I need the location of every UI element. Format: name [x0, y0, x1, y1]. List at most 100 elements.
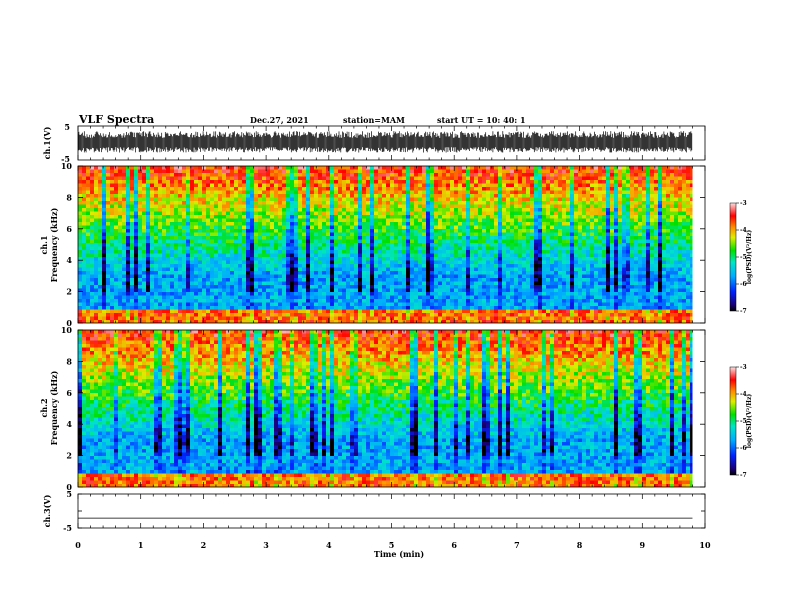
spectrogram-cell: [114, 191, 118, 195]
spectrogram-cell: [98, 201, 102, 205]
spectrogram-cell: [330, 250, 334, 254]
spectrogram-cell: [334, 310, 338, 314]
spectrogram-cell: [246, 208, 250, 212]
spectrogram-cell: [306, 271, 310, 275]
spectrogram-cell: [334, 303, 338, 307]
spectrogram-cell: [178, 208, 182, 212]
spectrogram-cell: [110, 313, 114, 317]
spectrogram-cell: [326, 233, 330, 237]
spectrogram-cell: [426, 170, 430, 174]
spectrogram-cell: [486, 177, 490, 181]
spectrogram-cell: [506, 191, 510, 195]
spectrogram-cell: [462, 243, 466, 247]
spectrogram-cell: [198, 313, 202, 317]
spectrogram-cell: [350, 177, 354, 181]
spectrogram-cell: [298, 285, 302, 289]
spectrogram-cell: [478, 250, 482, 254]
spectrogram-cell: [498, 177, 502, 181]
spectrogram-cell: [270, 177, 274, 181]
spectrogram-cell: [386, 184, 390, 188]
spectrogram-cell: [254, 222, 258, 226]
spectrogram-cell: [118, 254, 122, 258]
spectrogram-cell: [506, 226, 510, 230]
spectrogram-cell: [214, 229, 218, 233]
spectrogram-cell: [194, 166, 198, 170]
spectrogram-cell: [214, 177, 218, 181]
spectrogram-cell: [182, 208, 186, 212]
spectrogram-cell: [290, 317, 294, 321]
spectrogram-cell: [262, 310, 266, 314]
spectrogram-cell: [498, 212, 502, 216]
spectrogram-cell: [110, 198, 114, 202]
spectrogram-cell: [290, 306, 294, 310]
spectrogram-cell: [366, 271, 370, 275]
spectrogram-cell: [134, 296, 138, 300]
spectrogram-cell: [458, 208, 462, 212]
spectrogram-cell: [302, 278, 306, 282]
spectrogram-cell: [366, 250, 370, 254]
spectrogram-cell: [274, 303, 278, 307]
spectrogram-cell: [430, 317, 434, 321]
spectrogram-cell: [130, 236, 134, 240]
spectrogram-cell: [362, 268, 366, 272]
spectrogram-cell: [450, 250, 454, 254]
spectrogram-cell: [102, 212, 106, 216]
spectrogram-cell: [214, 208, 218, 212]
spectrogram-cell: [406, 194, 410, 198]
spectrogram-cell: [210, 299, 214, 303]
spectrogram-cell: [290, 208, 294, 212]
spectrogram-cell: [358, 194, 362, 198]
spectrogram-cell: [426, 268, 430, 272]
spectrogram-cell: [178, 243, 182, 247]
spectrogram-cell: [242, 285, 246, 289]
spectrogram-cell: [354, 212, 358, 216]
spectrogram-cell: [430, 201, 434, 205]
spectrogram-cell: [394, 191, 398, 195]
spectrogram-cell: [258, 289, 262, 293]
spectrogram-cell: [194, 201, 198, 205]
spectrogram-cell: [338, 317, 342, 321]
spectrogram-cell: [402, 177, 406, 181]
spectrogram-cell: [482, 299, 486, 303]
spectrogram-cell: [478, 166, 482, 170]
spectrogram-cell: [218, 264, 222, 268]
spectrogram-cell: [470, 212, 474, 216]
spectrogram-cell: [510, 166, 514, 170]
spectrogram-cell: [182, 219, 186, 223]
spectrogram-cell: [510, 278, 514, 282]
spectrogram-cell: [486, 180, 490, 184]
station-label: station=MAM: [343, 115, 405, 125]
spectrogram-cell: [314, 306, 318, 310]
spectrogram-cell: [366, 219, 370, 223]
spectrogram-cell: [502, 282, 506, 286]
spectrogram-cell: [386, 166, 390, 170]
spectrogram-cell: [218, 205, 222, 209]
spectrogram-cell: [206, 282, 210, 286]
spectrogram-cell: [470, 285, 474, 289]
spectrogram-cell: [490, 275, 494, 279]
spectrogram-cell: [402, 268, 406, 272]
spectrogram-cell: [86, 180, 90, 184]
spectrogram-cell: [334, 219, 338, 223]
spectrogram-cell: [150, 240, 154, 244]
spectrogram-cell: [290, 275, 294, 279]
spectrogram-cell: [238, 261, 242, 265]
spectrogram-cell: [406, 306, 410, 310]
spectrogram-cell: [210, 184, 214, 188]
spectrogram-cell: [422, 296, 426, 300]
spectrogram-cell: [342, 222, 346, 226]
spectrogram-cell: [262, 236, 266, 240]
spectrogram-cell: [466, 268, 470, 272]
spectrogram-cell: [438, 264, 442, 268]
spectrogram-cell: [298, 268, 302, 272]
spectrogram-cell: [482, 219, 486, 223]
spectrogram-cell: [450, 257, 454, 261]
spectrogram-cell: [342, 201, 346, 205]
spectrogram-cell: [242, 296, 246, 300]
spectrogram-cell: [438, 271, 442, 275]
spectrogram-cell: [322, 177, 326, 181]
spectrogram-cell: [214, 173, 218, 177]
spectrogram-cell: [422, 306, 426, 310]
spectrogram-cell: [318, 191, 322, 195]
spectrogram-cell: [206, 219, 210, 223]
